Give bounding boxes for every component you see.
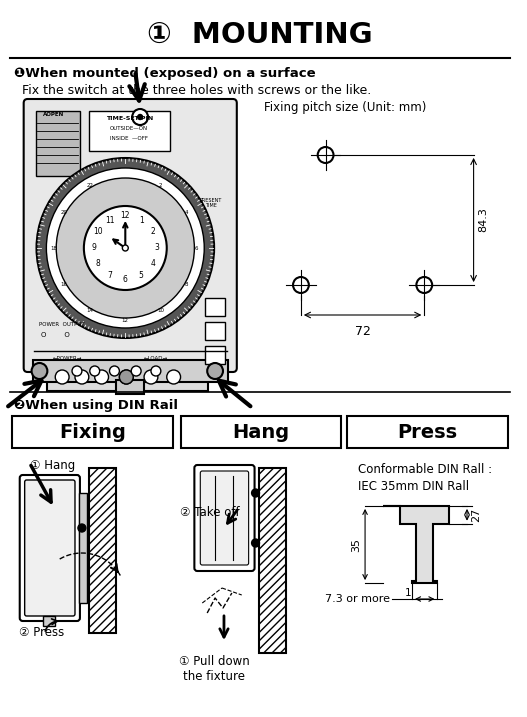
Text: 14: 14 (86, 308, 93, 313)
Text: 12: 12 (122, 318, 129, 323)
Text: ←LOAD→: ←LOAD→ (144, 356, 168, 361)
Circle shape (72, 366, 82, 376)
Text: ①  MOUNTING: ① MOUNTING (147, 21, 373, 49)
Circle shape (46, 168, 204, 328)
Text: INSIDE  —OFF: INSIDE —OFF (110, 136, 148, 141)
Bar (347, 416, 508, 448)
Text: 8: 8 (185, 282, 189, 287)
Bar (181, 416, 341, 448)
Text: 22: 22 (86, 183, 93, 188)
Circle shape (120, 370, 133, 384)
Text: ① Pull down
the fixture: ① Pull down the fixture (179, 655, 249, 683)
FancyBboxPatch shape (25, 480, 75, 616)
Circle shape (251, 489, 259, 497)
Text: 84.3: 84.3 (479, 207, 489, 232)
Circle shape (95, 370, 109, 384)
FancyBboxPatch shape (19, 475, 80, 621)
Circle shape (122, 245, 128, 251)
Bar (12, 416, 173, 448)
Bar (33, 360, 228, 382)
Text: Hang: Hang (232, 422, 289, 442)
Bar (205, 298, 225, 316)
Text: OUTSIDE—ON: OUTSIDE—ON (110, 126, 148, 131)
Text: IEC 35mm DIN Rall: IEC 35mm DIN Rall (358, 480, 469, 493)
Text: ❶When mounted (exposed) on a surface: ❶When mounted (exposed) on a surface (14, 67, 316, 80)
Circle shape (90, 366, 100, 376)
Circle shape (84, 206, 167, 290)
Circle shape (167, 370, 181, 384)
Text: ① Hang: ① Hang (30, 460, 75, 473)
Text: 35: 35 (351, 538, 361, 551)
Circle shape (110, 366, 120, 376)
Text: TIME-SET PIN: TIME-SET PIN (105, 115, 153, 120)
Circle shape (144, 370, 158, 384)
Text: 6: 6 (123, 275, 128, 285)
Circle shape (32, 363, 47, 379)
Text: 3: 3 (154, 244, 159, 252)
Polygon shape (383, 506, 449, 583)
Circle shape (120, 370, 133, 384)
Bar (43, 616, 55, 626)
Circle shape (207, 363, 223, 379)
Text: 10: 10 (93, 227, 103, 237)
Text: 7: 7 (107, 271, 112, 280)
Text: 11: 11 (105, 216, 114, 225)
FancyBboxPatch shape (200, 471, 249, 565)
FancyBboxPatch shape (194, 465, 255, 571)
Text: 4: 4 (185, 209, 189, 214)
Circle shape (36, 158, 214, 338)
Text: 2: 2 (159, 183, 162, 188)
Text: 18: 18 (51, 245, 58, 250)
Circle shape (55, 370, 69, 384)
Circle shape (293, 277, 309, 293)
Text: 4: 4 (150, 260, 155, 268)
Circle shape (78, 524, 86, 532)
Text: 27: 27 (471, 508, 481, 522)
Text: ② Take off: ② Take off (180, 506, 239, 520)
Text: 1: 1 (405, 588, 412, 598)
Text: 10: 10 (158, 308, 164, 313)
Bar (259, 468, 286, 653)
Text: Fix the switch at the three holes with screws or the like.: Fix the switch at the three holes with s… (14, 83, 371, 97)
Text: 2: 2 (150, 227, 155, 237)
Circle shape (132, 109, 148, 125)
Text: 9: 9 (91, 244, 96, 252)
Circle shape (251, 539, 259, 547)
Bar (47, 363, 208, 391)
Bar (205, 322, 225, 340)
Circle shape (138, 115, 143, 120)
Bar (79, 493, 87, 603)
Bar (35, 111, 80, 176)
Text: 8: 8 (95, 260, 100, 268)
FancyBboxPatch shape (24, 99, 237, 372)
Text: 20: 20 (60, 209, 67, 214)
Circle shape (151, 366, 161, 376)
Circle shape (131, 366, 141, 376)
Text: 5: 5 (139, 271, 143, 280)
Text: 16: 16 (60, 282, 67, 287)
Text: 1: 1 (139, 216, 143, 225)
Circle shape (416, 277, 432, 293)
Text: ❷When using DIN Rail: ❷When using DIN Rail (14, 399, 178, 412)
Bar (205, 346, 225, 364)
Text: 6: 6 (194, 245, 198, 250)
Bar (89, 468, 116, 633)
Text: AOPEN: AOPEN (43, 113, 64, 118)
Circle shape (318, 147, 334, 163)
Text: O        O: O O (42, 332, 70, 338)
Text: Fixing pitch size (Unit: mm): Fixing pitch size (Unit: mm) (265, 102, 427, 115)
Circle shape (75, 370, 89, 384)
Circle shape (56, 178, 194, 318)
Text: ←POWER→: ←POWER→ (52, 356, 82, 361)
Text: POWER  OUTPUT: POWER OUTPUT (40, 323, 85, 328)
Text: Fixing: Fixing (59, 422, 126, 442)
Text: 12: 12 (121, 212, 130, 221)
Text: ② Press: ② Press (19, 627, 64, 640)
Text: PRESENT
TIME: PRESENT TIME (200, 198, 222, 209)
Bar (89, 111, 170, 151)
Text: 72: 72 (355, 325, 370, 338)
Text: 7.3 or more: 7.3 or more (325, 594, 391, 604)
Text: Press: Press (398, 422, 458, 442)
Bar (116, 380, 144, 394)
